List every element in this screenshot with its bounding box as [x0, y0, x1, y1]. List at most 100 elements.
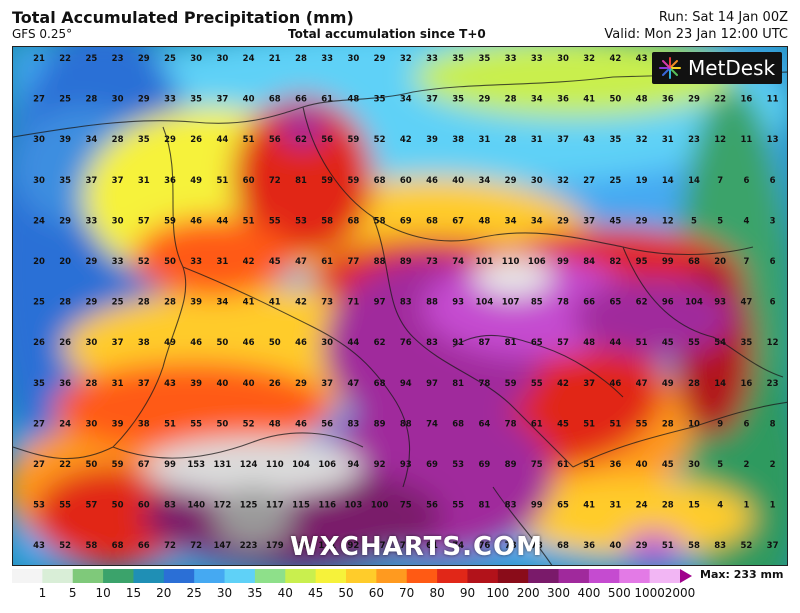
color-scale-swatches: [12, 569, 680, 583]
grid-value: 12: [714, 135, 726, 145]
grid-value: 59: [347, 135, 359, 145]
grid-value: 67: [138, 460, 150, 470]
grid-value: 28: [662, 501, 674, 511]
grid-value: 104: [685, 298, 703, 308]
grid-value: 52: [740, 541, 752, 551]
grid-value: 11: [767, 95, 779, 105]
grid-value: 21: [269, 54, 281, 64]
grid-value: 33: [164, 95, 176, 105]
grid-value: 117: [266, 501, 284, 511]
grid-value: 52: [59, 541, 71, 551]
grid-value: 29: [85, 257, 97, 267]
grid-value: 42: [400, 135, 412, 145]
grid-value: 51: [583, 419, 595, 429]
grid-value: 15: [688, 501, 700, 511]
grid-value: 83: [714, 541, 726, 551]
grid-value: 29: [636, 541, 648, 551]
grid-value: 68: [347, 216, 359, 226]
grid-value: 65: [557, 501, 569, 511]
grid-value: 43: [636, 54, 648, 64]
grid-value: 58: [688, 541, 700, 551]
grid-value: 89: [505, 460, 517, 470]
grid-value: 48: [347, 95, 359, 105]
grid-value: 37: [583, 216, 595, 226]
color-swatch: [649, 569, 680, 583]
grid-value: 55: [531, 379, 543, 389]
grid-value: 81: [295, 176, 307, 186]
grid-value: 24: [59, 419, 71, 429]
grid-value: 28: [59, 298, 71, 308]
grid-value: 223: [240, 541, 258, 551]
max-value-label: Max: 233 mm: [700, 568, 784, 581]
grid-value: 28: [85, 95, 97, 105]
grid-value: 45: [609, 216, 621, 226]
grid-value: 38: [138, 338, 150, 348]
grid-value: 78: [557, 298, 569, 308]
color-scale-label: 25: [186, 586, 202, 600]
precipitation-shading: [13, 47, 787, 565]
grid-value: 30: [33, 176, 45, 186]
grid-value: 104: [292, 460, 310, 470]
color-scale-label: 45: [307, 586, 324, 600]
grid-value: 39: [59, 135, 71, 145]
wxcharts-watermark: WXCHARTS.COM: [290, 532, 544, 562]
grid-value: 59: [112, 460, 124, 470]
grid-value: 40: [452, 176, 464, 186]
grid-value: 58: [321, 216, 333, 226]
grid-value: 46: [295, 338, 307, 348]
color-swatch: [406, 569, 438, 583]
grid-value: 27: [33, 419, 45, 429]
grid-value: 68: [112, 541, 124, 551]
grid-value: 30: [85, 419, 97, 429]
grid-value: 82: [609, 257, 621, 267]
grid-value: 30: [557, 54, 569, 64]
grid-value: 111: [318, 541, 336, 551]
grid-value: 88: [374, 257, 386, 267]
grid-value: 60: [243, 176, 255, 186]
grid-value: 61: [321, 257, 333, 267]
color-scale-label: 30: [216, 586, 233, 600]
grid-value: 58: [374, 216, 386, 226]
color-scale-label: 400: [577, 586, 601, 600]
grid-value: 72: [269, 176, 281, 186]
precipitation-values: 21 22 25 23 29 25 30 30 24 21 28 33 30 29 32 33 35 35 33 33…: [33, 54, 779, 551]
grid-value: 6: [770, 298, 776, 308]
grid-value: 30: [688, 460, 700, 470]
color-swatch: [133, 569, 165, 583]
grid-value: 81: [478, 501, 490, 511]
grid-value: 35: [609, 135, 621, 145]
grid-value: 125: [240, 501, 258, 511]
grid-value: 92: [374, 460, 386, 470]
grid-value: 110: [266, 460, 284, 470]
grid-value: 55: [636, 419, 648, 429]
grid-value: 138: [292, 541, 310, 551]
grid-value: 35: [59, 176, 71, 186]
grid-value: 42: [295, 298, 307, 308]
metdesk-logo: MetDesk: [652, 52, 782, 84]
grid-value: 32: [557, 176, 569, 186]
grid-value: 35: [740, 338, 752, 348]
grid-value: 78: [478, 379, 490, 389]
color-scale-label: 1000: [634, 586, 665, 600]
grid-value: 50: [216, 338, 228, 348]
grid-value: 35: [138, 135, 150, 145]
grid-value: 36: [662, 95, 674, 105]
grid-value: 3: [770, 216, 776, 226]
grid-value: 33: [85, 216, 97, 226]
grid-value: 44: [216, 216, 228, 226]
color-scale-label: 80: [429, 586, 445, 600]
grid-value: 58: [85, 541, 97, 551]
grid-value: 23: [688, 135, 700, 145]
grid-value: 78: [505, 541, 517, 551]
grid-value: 72: [190, 541, 202, 551]
grid-value: 14: [662, 176, 674, 186]
grid-value: 25: [609, 176, 621, 186]
grid-value: 29: [138, 95, 150, 105]
grid-value: 7: [717, 176, 723, 186]
grid-value: 69: [426, 460, 438, 470]
color-swatch: [467, 569, 499, 583]
grid-value: 74: [452, 257, 464, 267]
grid-value: 30: [190, 54, 202, 64]
grid-value: 84: [583, 257, 595, 267]
grid-value: 50: [216, 419, 228, 429]
